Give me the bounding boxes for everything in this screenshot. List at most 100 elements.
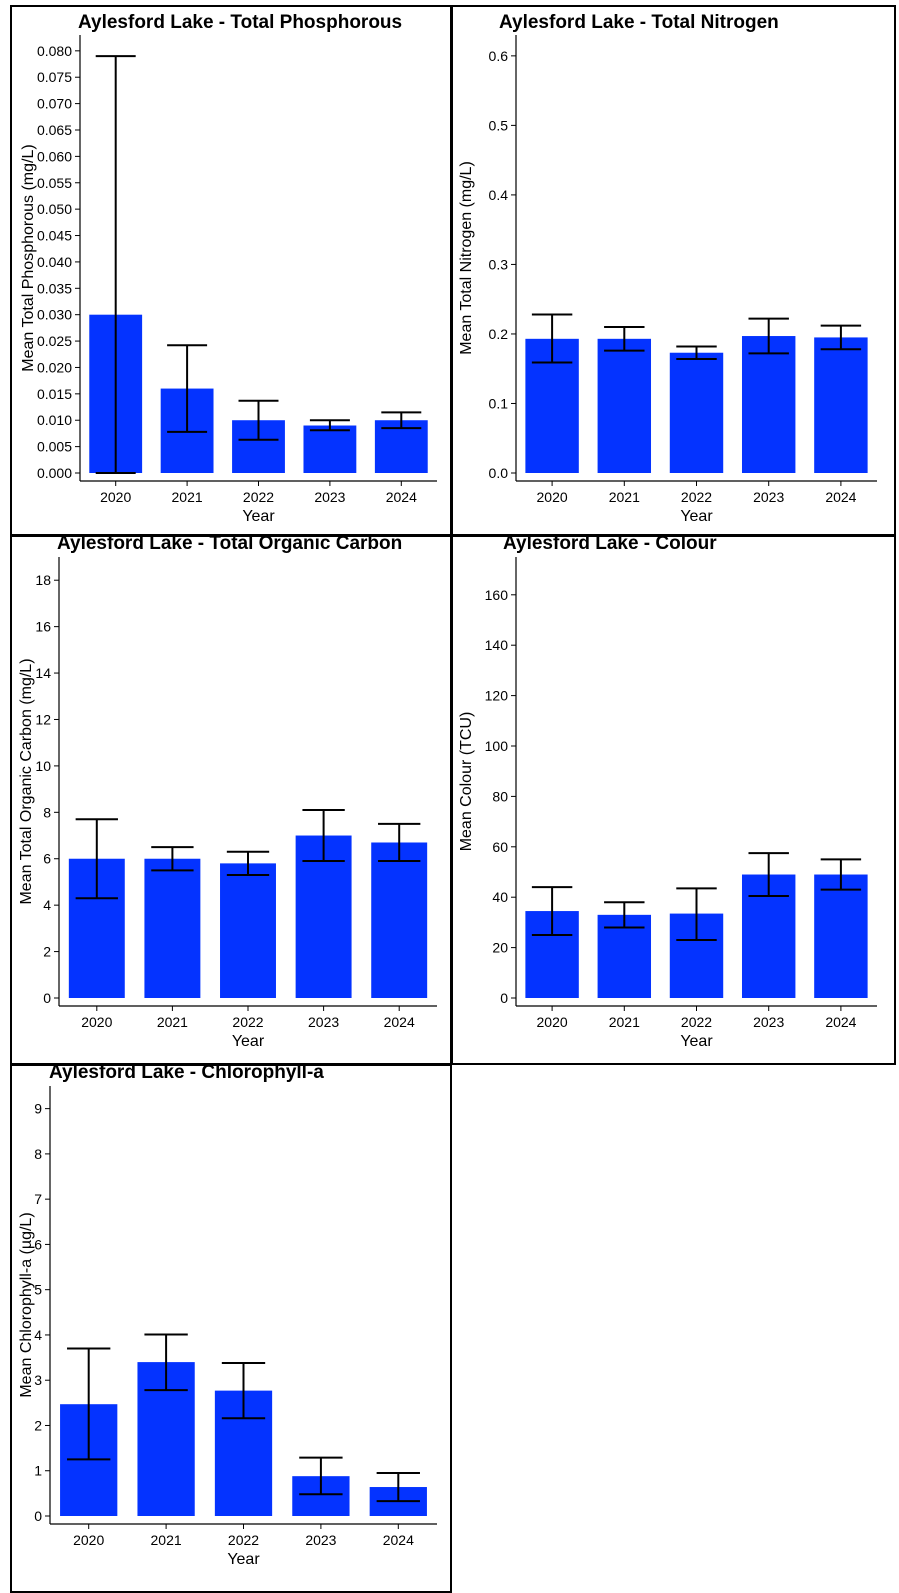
y-tick-label: 0.010 <box>37 412 72 428</box>
x-tick-label: 2020 <box>100 489 131 505</box>
y-tick-label: 0.2 <box>489 326 509 342</box>
y-tick-label: 0 <box>34 1508 42 1524</box>
y-tick-label: 0.070 <box>37 96 72 112</box>
chart-title: Aylesford Lake - Total Phosphorous <box>78 12 402 33</box>
y-tick-label: 100 <box>485 738 509 754</box>
x-tick-label: 2024 <box>384 1014 415 1030</box>
bar-2023 <box>741 336 796 473</box>
y-tick-label: 4 <box>34 1327 42 1343</box>
x-tick-label: 2022 <box>232 1014 263 1030</box>
y-tick-label: 6 <box>34 1236 42 1252</box>
y-axis-label: Mean Total Phosphorous (mg/L) <box>20 144 37 371</box>
bar-2024 <box>814 337 868 473</box>
y-tick-label: 120 <box>485 688 509 704</box>
y-tick-label: 0.5 <box>489 117 509 133</box>
chart-panel-total-phosphorous: Aylesford Lake - Total Phosphorous 0.000 0… <box>10 5 452 536</box>
x-tick-label: 2023 <box>305 1532 336 1548</box>
y-tick-label: 140 <box>485 637 509 653</box>
x-tick-label: 2023 <box>314 489 345 505</box>
y-tick-label: 7 <box>34 1191 42 1207</box>
x-tick-label: 2021 <box>172 489 203 505</box>
y-tick-label: 0 <box>43 990 51 1006</box>
y-tick-label: 0.005 <box>37 439 72 455</box>
chart-panel-total-nitrogen: Aylesford Lake - Total Nitrogen 0.0 0.1 0.2… <box>451 5 896 536</box>
bar-2023 <box>303 425 357 473</box>
y-tick-label: 60 <box>492 839 508 855</box>
y-axis-label: Mean Chlorophyll-a (µg/L) <box>18 1212 35 1397</box>
bar-2022 <box>220 863 276 998</box>
chart-total-organic-carbon: Aylesford Lake - Total Organic Carbon 0 2 4… <box>18 537 437 1050</box>
x-tick-label: 2020 <box>73 1532 104 1548</box>
y-tick-label: 10 <box>35 758 51 774</box>
bar-2022 <box>669 352 724 473</box>
x-axis-label: Year <box>680 1033 713 1050</box>
bar-2021 <box>597 338 652 473</box>
y-tick-label: 12 <box>35 711 51 727</box>
bar-2024 <box>371 842 428 998</box>
y-tick-label: 8 <box>43 804 51 820</box>
x-axis-label: Year <box>242 508 275 525</box>
x-tick-label: 2021 <box>157 1014 188 1030</box>
y-tick-label: 0.020 <box>37 359 72 375</box>
x-tick-label: 2021 <box>151 1532 182 1548</box>
chart-title: Aylesford Lake - Colour <box>503 537 717 554</box>
y-tick-label: 1 <box>34 1463 42 1479</box>
y-tick-label: 0.030 <box>37 307 72 323</box>
y-tick-label: 0.0 <box>489 465 509 481</box>
bar-2024 <box>814 874 868 998</box>
x-tick-label: 2022 <box>243 489 274 505</box>
x-axis-label: Year <box>680 508 713 525</box>
y-tick-label: 0.6 <box>489 48 509 64</box>
bar-2021 <box>597 914 652 998</box>
y-tick-label: 0.015 <box>37 386 72 402</box>
y-tick-label: 8 <box>34 1146 42 1162</box>
chart-chlorophyll-a: Aylesford Lake - Chlorophyll-a 0 1 2 3 4 5 6 7 8 9… <box>18 1066 437 1568</box>
x-tick-label: 2024 <box>386 489 417 505</box>
y-axis-label: Mean Colour (TCU) <box>458 712 475 852</box>
x-tick-label: 2020 <box>81 1014 112 1030</box>
y-tick-label: 9 <box>34 1101 42 1117</box>
x-tick-label: 2023 <box>753 489 784 505</box>
y-axis-label: Mean Total Organic Carbon (mg/L) <box>18 658 35 904</box>
y-tick-label: 40 <box>492 889 508 905</box>
chart-colour: Aylesford Lake - Colour 0 20 40 60 80 100 120 14… <box>458 537 877 1050</box>
y-tick-label: 18 <box>35 572 51 588</box>
x-tick-label: 2023 <box>308 1014 339 1030</box>
y-tick-label: 16 <box>35 619 51 635</box>
y-tick-label: 0.025 <box>37 333 72 349</box>
x-tick-label: 2023 <box>753 1014 784 1030</box>
x-tick-label: 2020 <box>537 1014 568 1030</box>
y-tick-label: 2 <box>34 1417 42 1433</box>
y-tick-label: 0.035 <box>37 280 72 296</box>
x-tick-label: 2024 <box>825 1014 856 1030</box>
y-axis-label: Mean Total Nitrogen (mg/L) <box>458 161 475 355</box>
y-tick-label: 2 <box>43 944 51 960</box>
chart-panel-chlorophyll-a: Aylesford Lake - Chlorophyll-a 0 1 2 3 4 5 6 7 8 9… <box>10 1064 452 1593</box>
y-tick-label: 5 <box>34 1282 42 1298</box>
chart-panel-total-organic-carbon: Aylesford Lake - Total Organic Carbon 0 2 4… <box>10 535 452 1065</box>
y-tick-label: 80 <box>492 788 508 804</box>
chart-panel-colour: Aylesford Lake - Colour 0 20 40 60 80 100 120 14… <box>451 535 896 1065</box>
x-tick-label: 2020 <box>537 489 568 505</box>
y-tick-label: 0.055 <box>37 175 72 191</box>
y-tick-label: 0.075 <box>37 69 72 85</box>
y-tick-label: 160 <box>485 587 509 603</box>
x-tick-label: 2022 <box>228 1532 259 1548</box>
y-tick-label: 6 <box>43 851 51 867</box>
chart-title: Aylesford Lake - Chlorophyll-a <box>49 1066 324 1083</box>
x-axis-label: Year <box>227 1551 260 1568</box>
chart-total-phosphorous: Aylesford Lake - Total Phosphorous 0.000 0… <box>20 12 437 525</box>
x-tick-label: 2021 <box>609 1014 640 1030</box>
y-tick-label: 0.060 <box>37 148 72 164</box>
y-tick-label: 0.045 <box>37 228 72 244</box>
bar-2023 <box>295 835 352 998</box>
y-tick-label: 20 <box>492 940 508 956</box>
bar-2021 <box>144 858 201 998</box>
chart-total-nitrogen: Aylesford Lake - Total Nitrogen 0.0 0.1 0.2… <box>458 12 877 525</box>
x-tick-label: 2024 <box>383 1532 414 1548</box>
x-tick-label: 2021 <box>609 489 640 505</box>
y-tick-label: 3 <box>34 1372 42 1388</box>
chart-title: Aylesford Lake - Total Organic Carbon <box>57 537 402 554</box>
chart-title: Aylesford Lake - Total Nitrogen <box>499 12 779 33</box>
y-tick-label: 0 <box>500 990 508 1006</box>
